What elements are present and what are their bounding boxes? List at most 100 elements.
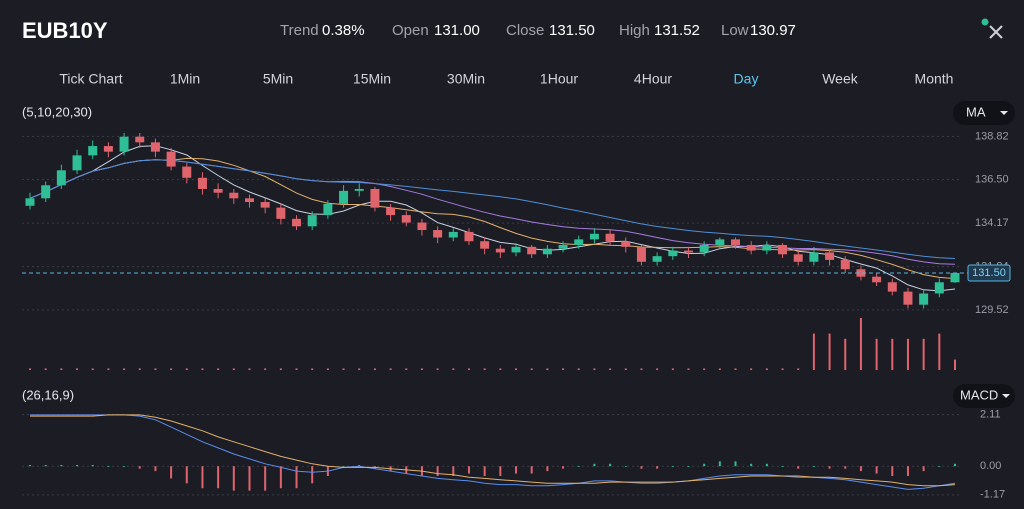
timeframe-tab[interactable]: 5Min (263, 71, 293, 87)
volume-bar (797, 368, 800, 370)
macd-histogram-bar (483, 466, 486, 476)
candle-body (919, 293, 929, 305)
macd-histogram-bar (577, 466, 580, 468)
y-tick-label: -1.17 (980, 489, 1005, 501)
candle-body (307, 215, 317, 227)
candle-body (401, 215, 411, 223)
candle-body (903, 291, 913, 305)
close-button[interactable] (989, 25, 1003, 39)
dropdown-box[interactable] (953, 101, 1015, 125)
macd-histogram-bar (703, 463, 706, 467)
macd-histogram-bar (91, 465, 94, 467)
timeframe-tab[interactable]: 30Min (447, 71, 485, 87)
last-price-label: 131.50 (972, 267, 1006, 279)
y-tick-label: 134.17 (975, 217, 1009, 229)
volume-bar (420, 368, 423, 370)
candle-body (433, 230, 443, 238)
candle-body (213, 188, 223, 193)
volume-bar (436, 368, 439, 370)
volume-bar (875, 338, 878, 370)
volume-bar (201, 368, 204, 370)
status-dot (981, 18, 989, 26)
stat-label: Close (506, 22, 544, 39)
candle-body (323, 203, 333, 216)
macd-histogram-bar (844, 466, 847, 469)
timeframe-tab[interactable]: Month (915, 71, 954, 87)
timeframe-tab[interactable]: Tick Chart (59, 71, 122, 87)
timeframe-tab[interactable]: Day (734, 71, 759, 87)
macd-histogram-bar (154, 466, 157, 472)
candle-body (746, 244, 756, 251)
macd-histogram-bar (185, 466, 188, 484)
macd-histogram-bar (765, 463, 768, 467)
stat-label: Trend (280, 22, 319, 39)
volume-bar (123, 368, 126, 370)
y-tick-label: 138.82 (975, 130, 1009, 142)
timeframe-tab[interactable]: 4Hour (634, 71, 672, 87)
candle-body (558, 244, 568, 249)
volume-bar (467, 368, 470, 370)
volume-bar (671, 368, 674, 370)
volume-bar (844, 338, 847, 370)
candle-body (574, 239, 584, 245)
macd-histogram-bar (875, 466, 878, 474)
candle-body (809, 252, 819, 262)
candle-body (119, 136, 129, 152)
candle-body (950, 272, 960, 283)
ma-dropdown[interactable]: MA (953, 101, 1015, 125)
timeframe-tab[interactable]: 1Min (170, 71, 200, 87)
macd-histogram-bar (938, 466, 941, 468)
volume-bar (954, 359, 956, 370)
volume-bar (734, 368, 737, 370)
timeframe-tab[interactable]: 1Hour (540, 71, 578, 87)
timeframe-tab[interactable]: Week (822, 71, 859, 87)
candle-body (934, 282, 944, 294)
candle-body (370, 188, 380, 208)
dropdown-box[interactable] (953, 384, 1015, 408)
macd-histogram-bar (797, 466, 800, 469)
macd-dropdown[interactable]: MACD (953, 384, 1015, 408)
dropdown-label[interactable]: MA (966, 104, 986, 119)
volume-bar (624, 368, 627, 370)
stat-value: 131.00 (434, 22, 480, 39)
volume-bar (295, 368, 298, 370)
candle-body (511, 246, 521, 253)
candle-body (135, 136, 145, 143)
volume-bar (546, 368, 549, 370)
macd-histogram-bar (954, 463, 956, 467)
candle-body (589, 233, 599, 240)
volume-bar (154, 368, 157, 370)
volume-bar (279, 368, 282, 370)
candle-body (260, 202, 270, 208)
volume-bar (499, 368, 502, 370)
candle-body (448, 231, 458, 238)
macd-histogram-bar (311, 466, 314, 484)
macd-histogram-bar (342, 466, 345, 468)
dropdown-arrow[interactable] (1002, 394, 1010, 398)
macd-histogram-bar (201, 466, 204, 489)
y-tick-label: 136.50 (975, 174, 1009, 186)
macd-histogram-bar (44, 465, 47, 467)
volume-bar (718, 368, 721, 370)
last-price-box (967, 264, 1011, 282)
macd-line (30, 414, 956, 487)
volume-bar (452, 368, 455, 370)
volume-bar (703, 368, 706, 370)
candle-body (229, 192, 239, 199)
close-icon[interactable] (989, 25, 1003, 39)
candle-body (762, 244, 772, 251)
dropdown-arrow[interactable] (1000, 111, 1008, 115)
stat-label: Open (392, 22, 429, 39)
macd-histogram-bar (452, 466, 455, 476)
timeframe-tab[interactable]: 15Min (353, 71, 391, 87)
candle-body (103, 146, 113, 152)
dropdown-label[interactable]: MACD (960, 387, 998, 402)
volume-bar (530, 368, 533, 370)
stat-label: High (619, 22, 650, 39)
candle-body (542, 248, 552, 255)
candle-body (354, 188, 364, 191)
candle-body (527, 246, 537, 255)
volume-bar (750, 368, 753, 370)
stat-value: 131.50 (549, 22, 595, 39)
volume-bar (828, 333, 831, 370)
